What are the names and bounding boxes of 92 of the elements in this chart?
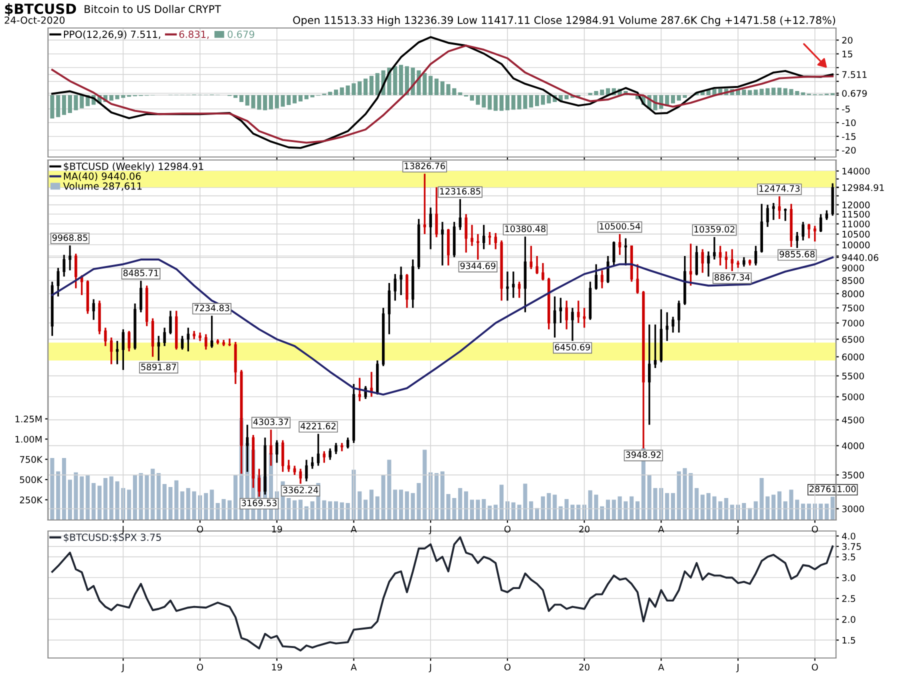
y-tick-label: 10000 (842, 242, 870, 248)
y-tick-label: 8000 (842, 290, 864, 298)
legend-label: $BTCUSD (Weekly) 12984.91 (64, 162, 204, 172)
annotation: 9344.69 (460, 262, 496, 270)
y-tick-label: 11000 (842, 220, 870, 228)
text: 24-Oct-2020 (4, 16, 65, 24)
y-tick-label: 11500 (842, 210, 870, 218)
annotation: 13826.76 (404, 162, 446, 170)
x-tick-label: O (812, 664, 818, 671)
y-tick-label: 4000 (842, 442, 864, 450)
annotation: 9855.68 (780, 250, 815, 258)
y-tick-label: 0.679 (842, 90, 867, 97)
y-tick-label: 9000 (842, 264, 864, 272)
y-tick-label: 9440.06 (842, 254, 878, 261)
y-tick-label: 3.0 (842, 574, 856, 582)
annotation: 3169.53 (242, 500, 277, 506)
y-tick-label: 4.0 (842, 532, 856, 540)
y-tick-label: 14000 (842, 168, 870, 175)
y-tick-label: -5 (842, 106, 850, 112)
y-tick-label: 5000 (842, 393, 864, 400)
y-tick-label: 3500 (842, 472, 864, 479)
x-tick-label: 20 (579, 526, 590, 533)
y-tick-label: 7000 (842, 320, 864, 327)
annotation: 3948.92 (626, 451, 661, 458)
y-tick-label: 7500 (842, 304, 864, 312)
x-tick-label: J (736, 664, 738, 672)
y-tick-label: 10500 (842, 230, 870, 238)
annotation: 9968.85 (52, 234, 88, 241)
chart-title: $BTCUSD (5, 3, 76, 16)
text: Open 11513.33 High 13236.39 Low 11417.11 Close 12984.91 Volume 287.6K Chg +1471.58 (+12.78%) (293, 16, 836, 26)
annotation: 7234.83 (194, 304, 230, 312)
annotation: 4303.37 (253, 418, 288, 426)
y-tick-label: 3.75 (842, 543, 861, 550)
x-tick-label: 19 (272, 664, 282, 671)
x-tick-label: J (121, 526, 124, 534)
y-tick-label: 8500 (842, 277, 864, 284)
x-tick-label: A (658, 664, 664, 670)
legend-label: $BTCUSD:$SPX 3.75 (64, 533, 161, 542)
x-tick-label: A (658, 526, 664, 532)
y-tick-label: 7.511 (842, 71, 867, 78)
y-tick-label: 1.5 (842, 636, 856, 644)
annotation: 12316.85 (440, 188, 480, 195)
x-tick-label: J (428, 664, 432, 672)
y-tick-label: 6000 (842, 354, 864, 360)
y-tick-label: 3.5 (842, 554, 856, 560)
legend-label: Volume 287,611 (63, 182, 142, 191)
y-tick-label: -15 (842, 133, 856, 140)
y-tick-label: 3000 (842, 505, 864, 512)
y-tick-label: 15 (842, 50, 852, 58)
y2-tick-label: 1.00M (16, 436, 42, 443)
y-tick-label: 12000 (842, 202, 870, 208)
y-tick-label: 5500 (842, 372, 864, 380)
y-tick-label: 2.5 (842, 595, 856, 602)
chart-subtitle: Bitcoin to US Dollar CRYPT (84, 4, 222, 14)
y-tick-label: -10 (842, 119, 856, 126)
x-tick-label: O (196, 664, 204, 671)
annotation: 10359.02 (694, 226, 734, 233)
x-tick-label: A (350, 664, 357, 670)
x-tick-label: O (812, 526, 818, 533)
y-tick-label: 6500 (842, 336, 864, 343)
annotation: 12474.73 (760, 185, 800, 192)
y2-tick-label: 250K (20, 496, 43, 504)
annotation: 8485.71 (123, 270, 158, 276)
y-tick-label: 4500 (842, 416, 864, 424)
y2-tick-label: 1.25M (16, 416, 42, 422)
y-tick-label: 20 (842, 36, 852, 44)
x-tick-label: J (428, 526, 432, 534)
x-tick-label: 19 (272, 526, 282, 533)
annotation: 10500.54 (600, 222, 640, 230)
x-tick-label: A (350, 526, 357, 532)
annotation: 10380.48 (505, 225, 546, 232)
annotation: 3362.24 (283, 486, 318, 494)
annotation: 5891.87 (141, 364, 176, 370)
y2-tick-label: 500K (20, 476, 43, 484)
legend-label: PPO(12,26,9) 7.511, (64, 30, 160, 40)
x-tick-label: J (736, 526, 738, 534)
x-tick-label: O (504, 526, 510, 533)
x-tick-label: O (196, 526, 204, 533)
legend-label: MA(40) 9440.06 (64, 172, 141, 181)
annotation: 6450.69 (555, 344, 590, 350)
y-tick-label: 12984.91 (842, 184, 884, 192)
legend-label: 0.679 (228, 30, 254, 38)
legend-label: 6.831, (179, 30, 209, 39)
x-tick-label: J (121, 664, 124, 672)
y2-tick-label: 750K (20, 456, 43, 463)
data-label: 287611.00 (810, 486, 856, 492)
annotation: 4221.62 (300, 422, 336, 430)
y-tick-label: 2.0 (842, 616, 856, 623)
annotation: 8867.34 (714, 274, 750, 281)
y-tick-label: -20 (842, 146, 856, 154)
x-tick-label: O (504, 664, 510, 671)
x-tick-label: 20 (579, 664, 590, 671)
